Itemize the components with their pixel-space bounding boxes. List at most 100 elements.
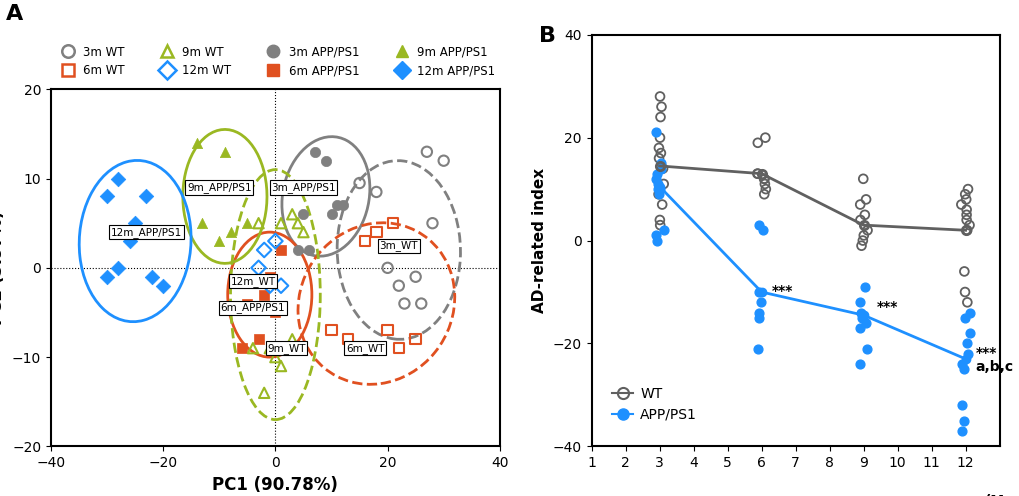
Point xyxy=(750,314,766,322)
Point xyxy=(851,200,867,208)
Point xyxy=(211,237,227,245)
Text: 3m_WT: 3m_WT xyxy=(379,240,418,251)
Text: 12m_APP/PS1: 12m_APP/PS1 xyxy=(111,227,181,238)
Text: (Month): (Month) xyxy=(983,495,1019,496)
Point xyxy=(855,232,871,240)
Point xyxy=(750,309,766,316)
Point xyxy=(857,195,873,203)
Point xyxy=(655,226,672,234)
Point xyxy=(961,329,977,337)
Point xyxy=(395,300,412,308)
Point xyxy=(261,282,277,290)
Point xyxy=(958,211,974,219)
Point xyxy=(956,314,972,322)
Point xyxy=(651,185,667,193)
Point xyxy=(956,190,972,198)
Point xyxy=(648,237,664,245)
Y-axis label: AD-related index: AD-related index xyxy=(532,168,546,313)
Point xyxy=(652,159,668,167)
Point xyxy=(961,221,977,229)
Point xyxy=(647,128,663,136)
Point xyxy=(273,362,289,370)
Point xyxy=(121,237,138,245)
Legend: WT, APP/PS1: WT, APP/PS1 xyxy=(606,381,702,427)
Text: 3m_APP/PS1: 3m_APP/PS1 xyxy=(271,182,335,193)
Point xyxy=(419,148,435,156)
Point xyxy=(852,299,868,307)
Point xyxy=(233,184,250,191)
Point xyxy=(955,365,971,373)
Text: 6m_WT: 6m_WT xyxy=(345,343,384,354)
Text: ***
a,b,c: *** a,b,c xyxy=(975,346,1013,374)
Point xyxy=(233,344,250,352)
Point xyxy=(647,175,663,183)
Point xyxy=(126,219,143,227)
Point xyxy=(139,192,155,200)
Point xyxy=(256,291,272,299)
Text: B: B xyxy=(538,26,555,47)
Point xyxy=(756,175,772,183)
Point xyxy=(959,350,975,358)
Point xyxy=(959,185,975,193)
Point xyxy=(110,175,126,183)
Point xyxy=(858,345,874,353)
Point xyxy=(854,314,870,322)
Point xyxy=(856,211,872,219)
Point xyxy=(854,237,870,245)
Point xyxy=(267,309,283,316)
Point xyxy=(749,170,765,178)
Point xyxy=(651,93,667,101)
Point xyxy=(953,427,969,435)
Point xyxy=(652,165,668,173)
Point xyxy=(750,221,766,229)
Point xyxy=(99,192,115,200)
Point xyxy=(650,154,666,162)
Text: ***: *** xyxy=(876,300,898,314)
Point xyxy=(245,344,261,352)
Point xyxy=(957,195,973,203)
Point xyxy=(283,335,301,343)
Point xyxy=(958,216,974,224)
Point xyxy=(752,299,768,307)
Point xyxy=(318,157,334,165)
Point xyxy=(958,299,974,307)
Point xyxy=(958,206,974,214)
Point xyxy=(273,219,289,227)
Point xyxy=(296,228,312,236)
Point xyxy=(334,201,351,209)
Point xyxy=(853,242,869,249)
Point xyxy=(854,175,870,183)
Point xyxy=(653,200,669,208)
Point xyxy=(650,190,666,198)
Point xyxy=(755,175,771,183)
Point xyxy=(251,264,267,272)
Point xyxy=(323,326,339,334)
Point xyxy=(238,219,255,227)
Point xyxy=(110,264,126,272)
Point xyxy=(256,246,272,254)
Point xyxy=(408,273,424,281)
Point xyxy=(652,113,668,121)
Point xyxy=(351,344,368,352)
Point xyxy=(651,216,667,224)
Point xyxy=(251,219,267,227)
Point xyxy=(852,309,868,316)
Text: 9m_WT: 9m_WT xyxy=(267,343,306,354)
Point xyxy=(189,139,205,147)
Point xyxy=(653,103,669,111)
Point xyxy=(424,219,440,227)
Point xyxy=(273,282,289,290)
Point xyxy=(852,216,868,224)
Point xyxy=(649,180,665,188)
Point xyxy=(267,353,283,361)
Point xyxy=(756,180,772,188)
Point xyxy=(851,360,867,368)
Point xyxy=(857,319,873,327)
Y-axis label: PC2 (5.97%): PC2 (5.97%) xyxy=(0,211,6,325)
Point xyxy=(647,232,663,240)
Text: 9m_APP/PS1: 9m_APP/PS1 xyxy=(186,182,252,193)
Point xyxy=(648,170,664,178)
Point xyxy=(222,228,238,236)
X-axis label: PC1 (90.78%): PC1 (90.78%) xyxy=(212,476,338,494)
Point xyxy=(435,157,451,165)
